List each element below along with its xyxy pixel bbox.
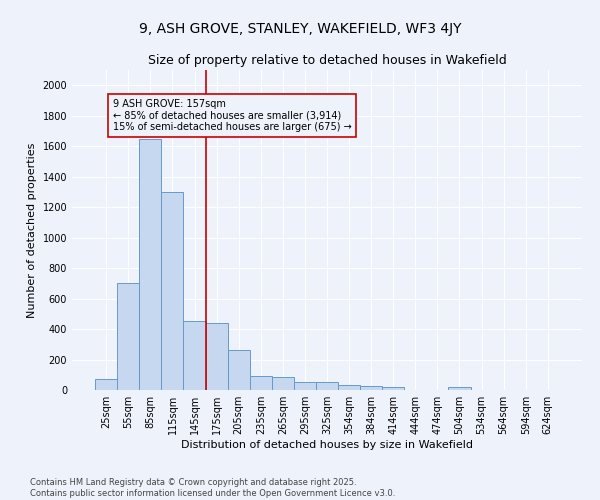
Bar bbox=[250, 376, 272, 390]
Y-axis label: Number of detached properties: Number of detached properties bbox=[27, 142, 37, 318]
Bar bbox=[382, 387, 404, 390]
Bar bbox=[227, 350, 250, 390]
Bar bbox=[139, 138, 161, 390]
Text: Contains HM Land Registry data © Crown copyright and database right 2025.
Contai: Contains HM Land Registry data © Crown c… bbox=[30, 478, 395, 498]
Bar bbox=[95, 380, 117, 390]
Bar bbox=[206, 323, 227, 390]
Text: 9, ASH GROVE, STANLEY, WAKEFIELD, WF3 4JY: 9, ASH GROVE, STANLEY, WAKEFIELD, WF3 4J… bbox=[139, 22, 461, 36]
Bar bbox=[448, 387, 470, 390]
Bar bbox=[360, 386, 382, 390]
Title: Size of property relative to detached houses in Wakefield: Size of property relative to detached ho… bbox=[148, 54, 506, 68]
Bar bbox=[294, 382, 316, 390]
X-axis label: Distribution of detached houses by size in Wakefield: Distribution of detached houses by size … bbox=[181, 440, 473, 450]
Text: 9 ASH GROVE: 157sqm
← 85% of detached houses are smaller (3,914)
15% of semi-det: 9 ASH GROVE: 157sqm ← 85% of detached ho… bbox=[113, 99, 352, 132]
Bar bbox=[316, 382, 338, 390]
Bar bbox=[117, 284, 139, 390]
Bar bbox=[161, 192, 184, 390]
Bar bbox=[272, 377, 294, 390]
Bar bbox=[338, 386, 360, 390]
Bar bbox=[184, 322, 206, 390]
